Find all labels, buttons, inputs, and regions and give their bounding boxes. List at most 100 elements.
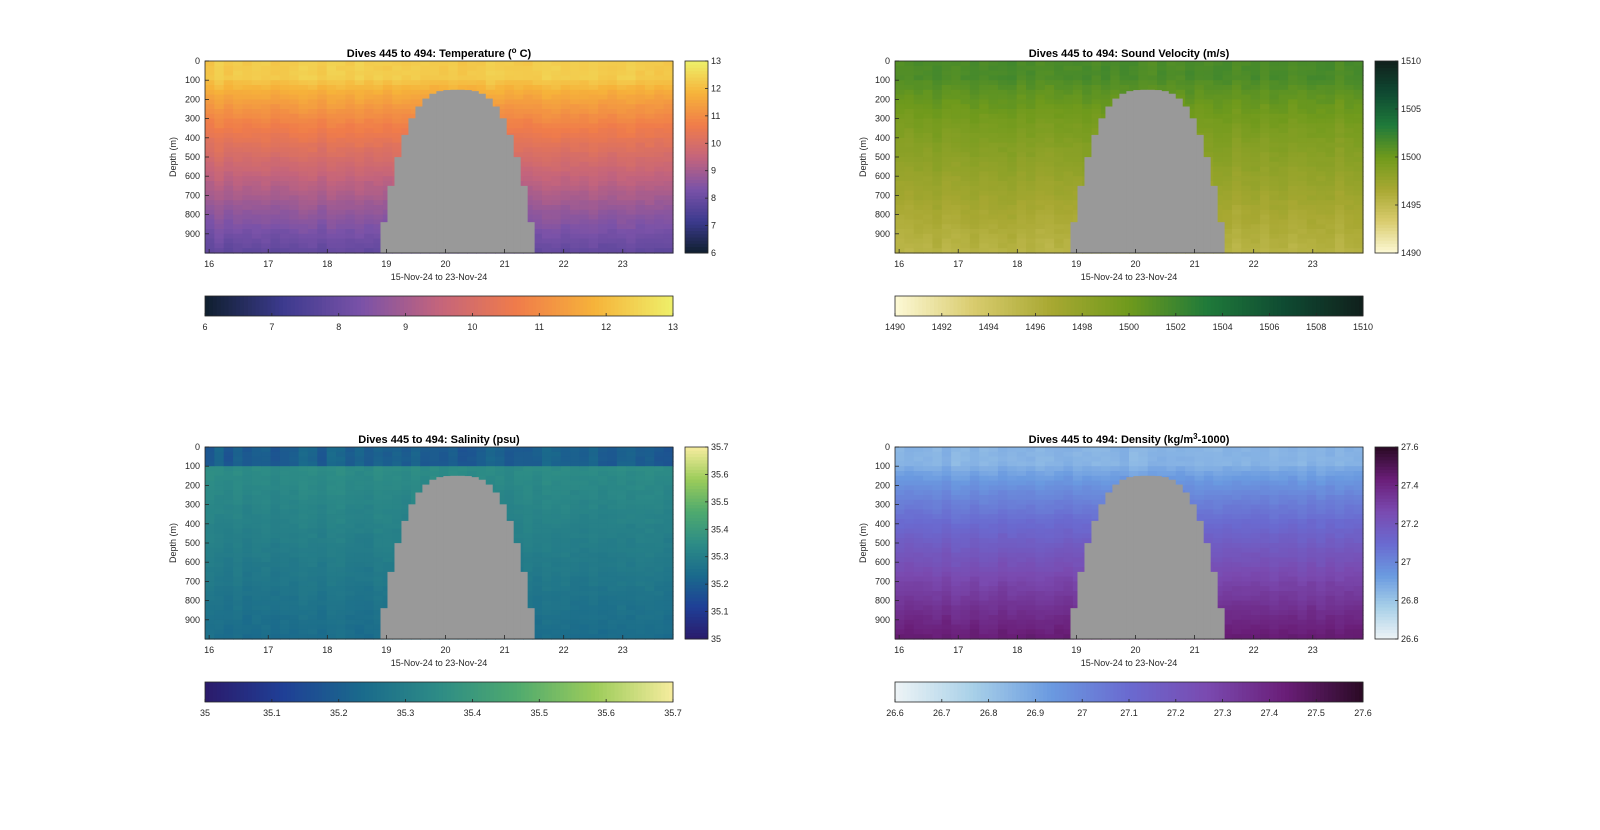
heatmap-cell bbox=[223, 528, 234, 534]
heatmap-cell bbox=[1231, 233, 1242, 240]
heatmap-cell bbox=[214, 65, 225, 72]
heatmap-cell bbox=[1297, 176, 1308, 182]
colorbar-segment bbox=[973, 296, 978, 316]
heatmap-cell bbox=[223, 562, 234, 568]
heatmap-cell bbox=[663, 128, 674, 134]
heatmap-cell bbox=[1175, 65, 1186, 72]
heatmap-cell bbox=[570, 224, 580, 230]
heatmap-cell bbox=[997, 195, 1008, 201]
heatmap-cell bbox=[969, 89, 980, 96]
heatmap-cell bbox=[1026, 233, 1036, 240]
heatmap-cell bbox=[270, 181, 281, 187]
heatmap-cell bbox=[251, 133, 262, 139]
heatmap-cell bbox=[1288, 109, 1299, 115]
heatmap-cell bbox=[635, 75, 646, 81]
heatmap-cell bbox=[354, 142, 365, 148]
heatmap-cell bbox=[1054, 185, 1065, 192]
colorbar-segment bbox=[1199, 296, 1204, 316]
heatmap-cell bbox=[233, 619, 244, 626]
heatmap-cell bbox=[242, 233, 253, 240]
heatmap-cell bbox=[223, 451, 234, 458]
heatmap-cell bbox=[1044, 209, 1055, 216]
heatmap-cell bbox=[960, 233, 971, 240]
heatmap-cell bbox=[233, 99, 244, 105]
heatmap-cell bbox=[895, 128, 905, 134]
heatmap-cell bbox=[579, 104, 590, 110]
heatmap-cell bbox=[373, 75, 384, 81]
heatmap-cell bbox=[588, 152, 599, 158]
heatmap-cell bbox=[1185, 61, 1196, 67]
heatmap-cell bbox=[1044, 147, 1055, 153]
heatmap-cell bbox=[532, 152, 543, 158]
heatmap-cell bbox=[523, 118, 534, 124]
x-tick-label: 18 bbox=[1012, 259, 1022, 269]
heatmap-cell bbox=[1007, 209, 1018, 216]
heatmap-cell bbox=[951, 181, 962, 187]
heatmap-cell bbox=[1316, 209, 1327, 216]
heatmap-cell bbox=[1035, 128, 1046, 134]
heatmap-cell bbox=[941, 166, 952, 172]
heatmap-cell bbox=[523, 109, 534, 115]
heatmap-cell bbox=[598, 224, 609, 230]
heatmap-cell bbox=[242, 166, 253, 172]
heatmap-cell bbox=[1035, 185, 1046, 192]
heatmap-cell bbox=[242, 209, 253, 216]
colorbar-segment bbox=[1160, 296, 1165, 316]
heatmap-cell bbox=[420, 94, 431, 100]
heatmap-cell bbox=[513, 142, 524, 148]
heatmap-cell bbox=[1016, 85, 1027, 91]
heatmap-cell bbox=[951, 190, 962, 196]
heatmap-cell bbox=[644, 94, 655, 100]
heatmap-cell bbox=[904, 109, 915, 115]
heatmap-cell bbox=[663, 214, 674, 220]
heatmap-cell bbox=[1316, 229, 1327, 235]
heatmap-cell bbox=[457, 85, 468, 91]
heatmap-cell bbox=[279, 209, 290, 216]
heatmap-cell bbox=[979, 233, 990, 240]
heatmap-cell bbox=[923, 133, 934, 139]
heatmap-cell bbox=[214, 70, 225, 76]
colorbar-segment bbox=[930, 296, 935, 316]
heatmap-cell bbox=[626, 190, 637, 196]
heatmap-cell bbox=[941, 61, 952, 67]
heatmap-cell bbox=[345, 75, 356, 81]
heatmap-cell bbox=[941, 89, 952, 96]
heatmap-cell bbox=[1222, 118, 1233, 124]
heatmap-cell bbox=[979, 157, 990, 163]
heatmap-cell bbox=[1231, 181, 1242, 187]
heatmap-cell bbox=[979, 65, 990, 72]
heatmap-cell bbox=[616, 80, 627, 86]
heatmap-cell bbox=[1231, 190, 1242, 196]
heatmap-cell bbox=[1063, 205, 1074, 211]
heatmap-cell bbox=[1231, 123, 1242, 129]
heatmap-cell bbox=[242, 562, 253, 568]
heatmap-cell bbox=[214, 629, 225, 635]
heatmap-cell bbox=[307, 157, 318, 163]
heatmap-cell bbox=[1016, 185, 1027, 192]
heatmap-cell bbox=[626, 209, 637, 216]
heatmap-cell bbox=[1110, 65, 1121, 72]
heatmap-cell bbox=[223, 552, 234, 558]
heatmap-cell bbox=[1278, 61, 1289, 67]
heatmap-cell bbox=[1306, 205, 1317, 211]
colorbar-segment bbox=[283, 296, 288, 316]
heatmap-cell bbox=[969, 118, 980, 124]
heatmap-cell bbox=[233, 166, 244, 172]
heatmap-cell bbox=[298, 523, 309, 530]
heatmap-cell bbox=[560, 238, 571, 244]
heatmap-cell bbox=[560, 133, 571, 139]
colorbar-segment bbox=[1300, 296, 1305, 316]
heatmap-cell bbox=[1297, 161, 1308, 168]
no-data-cell bbox=[1098, 118, 1106, 253]
heatmap-cell bbox=[336, 89, 346, 96]
heatmap-cell bbox=[214, 475, 225, 482]
heatmap-cell bbox=[904, 94, 915, 100]
heatmap-cell bbox=[214, 224, 225, 230]
heatmap-cell bbox=[941, 94, 952, 100]
heatmap-cell bbox=[1269, 243, 1280, 249]
heatmap-cell bbox=[326, 205, 337, 211]
heatmap-cell bbox=[289, 456, 300, 462]
heatmap-cell bbox=[317, 176, 328, 182]
heatmap-cell bbox=[233, 581, 244, 587]
heatmap-cell bbox=[233, 533, 244, 539]
